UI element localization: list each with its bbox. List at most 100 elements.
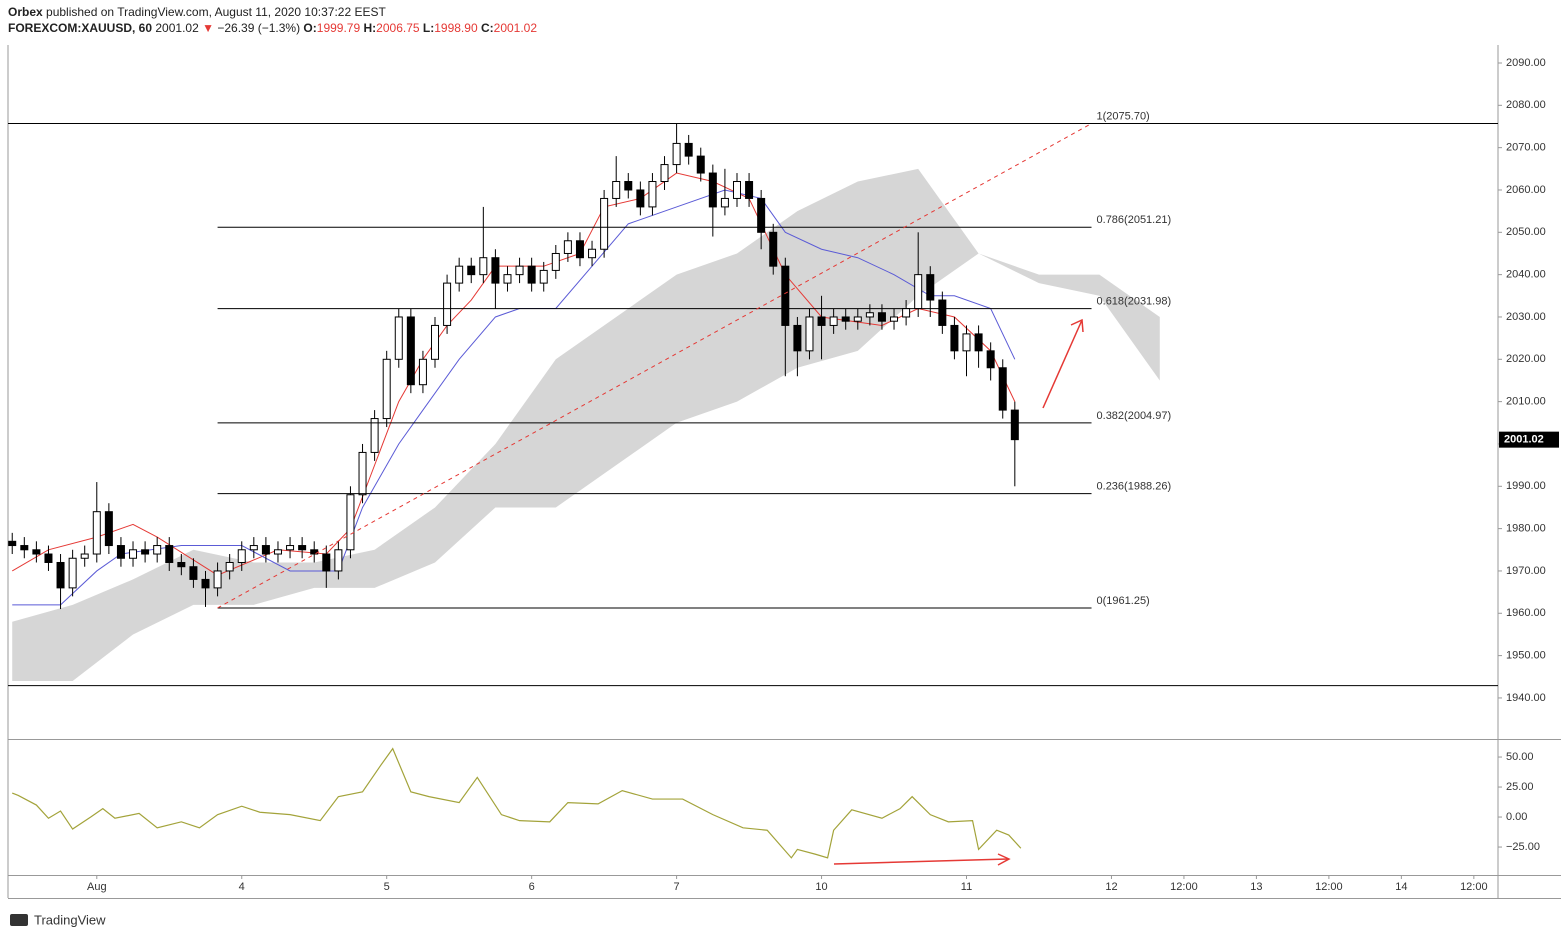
candle-body [455, 265, 464, 284]
candle-body [310, 549, 319, 555]
candle-body [8, 540, 17, 547]
candle-body [141, 549, 150, 555]
candle-body [286, 545, 295, 551]
x-tick-label: Aug [87, 881, 107, 893]
fib-label: 0.236(1988.26) [1097, 481, 1172, 493]
candle-body [805, 316, 814, 352]
candle-body [588, 248, 597, 259]
candle-body [358, 451, 367, 496]
y-tick-label: 2050.00 [1506, 226, 1546, 238]
candle-body [853, 316, 862, 322]
fib-label: 1(2075.70) [1097, 110, 1150, 122]
candle-body [225, 561, 234, 572]
candle-body [660, 164, 669, 183]
candle-body [902, 308, 911, 318]
candle-body [551, 252, 560, 271]
candle-body [165, 545, 174, 563]
arrow-head [997, 853, 1011, 866]
y-tick-label: 2080.00 [1506, 99, 1546, 111]
candle-body [322, 553, 331, 572]
candle-body [491, 257, 500, 284]
candle-body [757, 197, 766, 233]
low: 1998.90 [434, 21, 478, 35]
candle-body [648, 181, 657, 208]
x-tick-label: 14 [1395, 881, 1407, 893]
candle-body [612, 181, 621, 199]
x-tick-label: 12:00 [1315, 881, 1343, 893]
last-price-box [1499, 431, 1559, 448]
candle-body [672, 142, 681, 166]
candle-body [44, 553, 53, 563]
candle-body [503, 274, 512, 284]
candle-body [92, 511, 101, 555]
candle-body [80, 553, 89, 559]
x-tick-label: 7 [674, 881, 680, 893]
candle-body [382, 358, 391, 420]
candle-body [926, 274, 935, 301]
candle-body [575, 240, 584, 259]
high: 2006.75 [376, 21, 420, 35]
candle-body [720, 197, 729, 208]
y-tick-label: 2030.00 [1506, 311, 1546, 323]
x-tick-label: 11 [961, 881, 972, 893]
y-tick-label: 1990.00 [1506, 480, 1546, 492]
published: published on TradingView.com, August 11,… [46, 5, 386, 19]
candle-body [732, 181, 741, 199]
y-tick-label: −25.00 [1506, 841, 1540, 853]
candle-body [261, 545, 270, 555]
y-tick-label: 1980.00 [1506, 523, 1546, 535]
candle-body [938, 299, 947, 326]
x-tick-label: 4 [239, 881, 245, 893]
change: −26.39 (−1.3%) [217, 21, 301, 35]
candle-body [56, 561, 65, 589]
candle-body [986, 350, 995, 369]
fib-label: 0(1961.25) [1097, 595, 1150, 607]
trend-line [217, 123, 1092, 609]
arrow [1042, 319, 1083, 409]
candle-body [515, 265, 524, 276]
candle-body [153, 545, 162, 555]
candle-body [479, 257, 488, 276]
y-tick-label: 25.00 [1506, 781, 1534, 793]
candle-body [237, 549, 246, 563]
candle-body [298, 545, 307, 551]
header: Orbex published on TradingView.com, Augu… [8, 4, 537, 36]
candle-body [104, 511, 113, 547]
candle-body [177, 561, 186, 568]
candle-body [950, 324, 959, 352]
candle-body [334, 549, 343, 572]
candle-body [696, 155, 705, 174]
x-tick-label: 13 [1250, 881, 1262, 893]
y-tick-label: 2010.00 [1506, 396, 1546, 408]
o-label: O: [303, 21, 317, 35]
x-tick-label: 12 [1105, 881, 1117, 893]
oscillator-line [12, 747, 1022, 859]
x-tick-label: 6 [529, 881, 535, 893]
candle-body [213, 570, 222, 589]
candle-body [273, 549, 282, 555]
candle-body [443, 282, 452, 326]
candle-body [563, 240, 572, 254]
candle-body [346, 494, 355, 551]
candle-body [431, 324, 440, 360]
l-label: L: [422, 21, 435, 35]
y-tick-label: 2020.00 [1506, 353, 1546, 365]
candle-body [201, 578, 210, 589]
c-label: C: [480, 21, 494, 35]
y-tick-label: 50.00 [1506, 751, 1534, 763]
fib-label: 0.618(2031.98) [1097, 295, 1172, 307]
candle-body [745, 181, 754, 199]
candle-body [129, 549, 138, 559]
publisher: Orbex [8, 5, 43, 19]
y-tick-label: 2070.00 [1506, 142, 1546, 154]
arrow: ▼ [202, 21, 214, 35]
candle-body [394, 316, 403, 360]
h-label: H: [363, 21, 377, 35]
candle-body [781, 265, 790, 326]
fib-label: 0.382(2004.97) [1097, 410, 1172, 422]
y-tick-label: 1940.00 [1506, 692, 1546, 704]
fib-label: 0.786(2051.21) [1097, 214, 1172, 226]
candle-body [600, 197, 609, 250]
candle-body [962, 333, 971, 352]
